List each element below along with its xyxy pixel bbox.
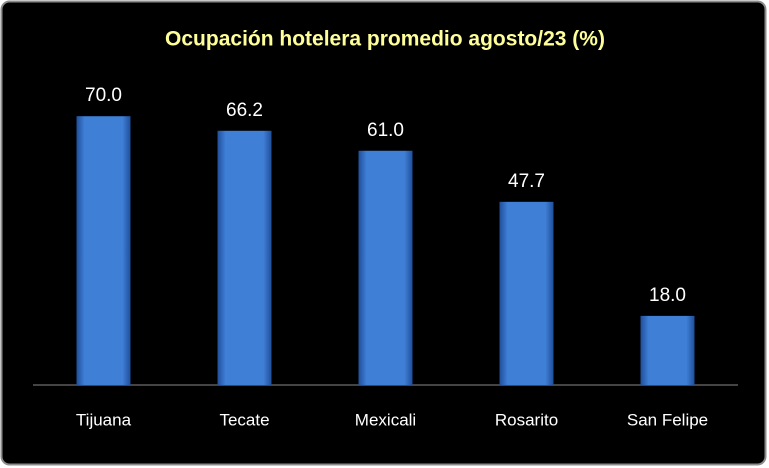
- value-label: 61.0: [367, 120, 404, 141]
- bar: [640, 315, 695, 385]
- x-tick-label: Tecate: [219, 410, 269, 429]
- x-tick-label: San Felipe: [627, 410, 708, 429]
- value-label: 70.0: [85, 85, 122, 106]
- value-label: 18.0: [649, 285, 686, 306]
- x-tick-label: Rosarito: [495, 410, 558, 429]
- bar: [76, 116, 131, 385]
- bar: [358, 150, 413, 385]
- bar: [499, 201, 554, 385]
- bar: [217, 130, 272, 385]
- value-label: 47.7: [508, 171, 545, 192]
- chart-title: Ocupación hotelera promedio agosto/23 (%…: [165, 28, 605, 51]
- x-tick-label: Mexicali: [355, 410, 416, 429]
- value-label: 66.2: [226, 100, 263, 121]
- x-tick-label: Tijuana: [76, 410, 132, 429]
